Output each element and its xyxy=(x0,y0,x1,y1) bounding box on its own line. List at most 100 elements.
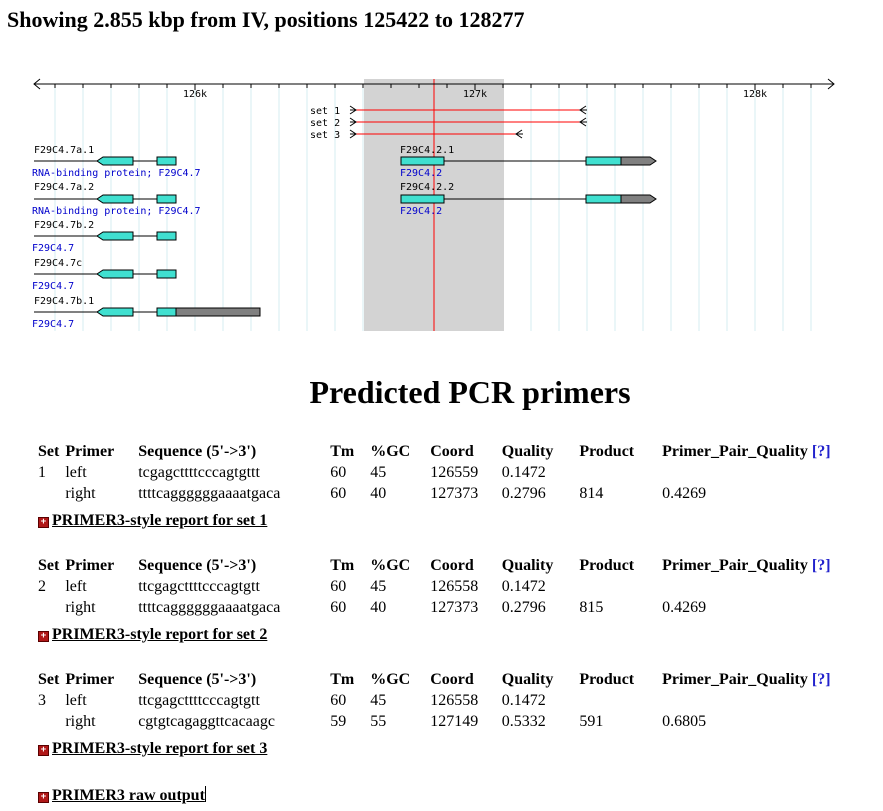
exon xyxy=(96,194,134,204)
cell: 0.2796 xyxy=(501,485,546,502)
transcript-F29C4.7b.1[interactable]: F29C4.7b.1 F29C4.7 xyxy=(32,296,261,330)
cell: 0.4269 xyxy=(662,485,707,502)
transcript-F29C4.2.2[interactable]: F29C4.2.2 F29C4.2 xyxy=(400,182,657,217)
expand-icon[interactable]: + xyxy=(38,631,49,642)
ruler-left-arrow xyxy=(33,78,41,90)
col-header-label: Primer_Pair_Quality xyxy=(662,443,808,460)
col-header: Primer xyxy=(65,671,115,688)
cell: 0.5332 xyxy=(501,713,546,730)
cell: 0.1472 xyxy=(501,464,546,481)
ruler-right-arrow xyxy=(827,78,835,90)
cell: right xyxy=(65,485,96,502)
cell: 45 xyxy=(370,464,387,481)
raw-output-link[interactable]: + PRIMER3 raw output xyxy=(38,786,206,805)
table-row: 2 left ttcgagcttttcccagtgtt 60 45 126558… xyxy=(38,578,831,596)
cell: 0.1472 xyxy=(501,578,546,595)
cell xyxy=(38,485,59,503)
primer-set-3[interactable]: set 3 xyxy=(310,129,523,141)
expand-icon[interactable]: + xyxy=(38,792,49,803)
col-header: Primer xyxy=(65,557,115,574)
report-link-label[interactable]: PRIMER3-style report for set 2 xyxy=(52,626,268,643)
cell: ttttcaggggggaaaatgaca xyxy=(138,599,281,616)
help-link[interactable]: [?] xyxy=(811,671,831,688)
transcript-F29C4.7a.1[interactable]: F29C4.7a.1 RNA-binding protein; F29C4.7 xyxy=(32,145,201,179)
col-header-label: Primer_Pair_Quality xyxy=(662,557,808,574)
report-link-set-1[interactable]: + PRIMER3-style report for set 1 xyxy=(38,512,267,530)
table-header-row: Set Primer Sequence (5'->3') Tm %GC Coor… xyxy=(38,443,831,461)
transcript-label: F29C4.2.1 xyxy=(400,145,454,156)
report-link-set-3[interactable]: + PRIMER3-style report for set 3 xyxy=(38,740,267,758)
cell: 3 xyxy=(38,692,46,709)
transcript-label: F29C4.7a.2 xyxy=(34,182,94,193)
help-link[interactable]: [?] xyxy=(811,557,831,574)
report-link-label[interactable]: PRIMER3-style report for set 3 xyxy=(52,740,268,757)
exon xyxy=(585,156,622,166)
cell: 45 xyxy=(370,578,387,595)
col-header: Quality xyxy=(501,671,554,688)
ruler-ticks xyxy=(54,84,812,90)
cell: 1 xyxy=(38,464,46,481)
col-header: Quality xyxy=(501,443,554,460)
cell: 126558 xyxy=(430,578,479,595)
table-header-row: Set Primer Sequence (5'->3') Tm %GC Coor… xyxy=(38,671,831,689)
gene-label: RNA-binding protein; F29C4.7 xyxy=(32,168,201,179)
help-link[interactable]: [?] xyxy=(811,443,831,460)
cell: ttttcaggggggaaaatgaca xyxy=(138,485,281,502)
cell: 60 xyxy=(330,464,347,481)
col-header: Tm xyxy=(330,671,355,688)
utr xyxy=(175,307,261,317)
primer-table-set-1: Set Primer Sequence (5'->3') Tm %GC Coor… xyxy=(32,440,837,506)
col-header: Sequence (5'->3') xyxy=(138,443,257,460)
transcript-F29C4.2.1[interactable]: F29C4.2.1 F29C4.2 xyxy=(400,145,657,179)
col-header: Coord xyxy=(430,443,474,460)
cell: 2 xyxy=(38,578,46,595)
cell: left xyxy=(65,692,87,709)
col-header: Tm xyxy=(330,557,355,574)
cell: right xyxy=(65,713,96,730)
col-header: %GC xyxy=(370,443,411,460)
ruler-tick-label: 128k xyxy=(743,89,767,100)
transcript-label: F29C4.7b.2 xyxy=(34,220,94,231)
transcript-F29C4.7c[interactable]: F29C4.7c F29C4.7 xyxy=(32,258,177,292)
cell xyxy=(579,464,656,482)
ruler: 126k 127k 128k xyxy=(33,78,835,100)
transcript-label: F29C4.7a.1 xyxy=(34,145,94,156)
left-primer-arrow xyxy=(349,129,357,139)
col-header: Primer xyxy=(65,443,115,460)
col-header: Set xyxy=(38,557,60,574)
report-link-set-2[interactable]: + PRIMER3-style report for set 2 xyxy=(38,626,267,644)
cell: 814 xyxy=(579,485,604,502)
table-row: right cgtgtcagaggttcacaagc 59 55 127149 … xyxy=(38,713,831,731)
primer-set-label: set 1 xyxy=(310,106,340,117)
primer-set-2[interactable]: set 2 xyxy=(310,117,587,129)
table-row: right ttttcaggggggaaaatgaca 60 40 127373… xyxy=(38,485,831,503)
report-link-label[interactable]: PRIMER3-style report for set 1 xyxy=(52,512,268,529)
exon xyxy=(156,194,177,204)
table-row: right ttttcaggggggaaaatgaca 60 40 127373… xyxy=(38,599,831,617)
gene-label: F29C4.7 xyxy=(32,243,74,254)
gene-label: F29C4.2 xyxy=(400,168,442,179)
expand-icon[interactable]: + xyxy=(38,745,49,756)
expand-icon[interactable]: + xyxy=(38,517,49,528)
col-header: Product xyxy=(579,557,635,574)
exon xyxy=(585,194,622,204)
raw-output-label[interactable]: PRIMER3 raw output xyxy=(52,787,205,804)
table-row: 1 left tcgagcttttcccagtgttt 60 45 126559… xyxy=(38,464,831,482)
cell: ttcgagcttttcccagtgtt xyxy=(138,692,260,709)
gene-label: F29C4.7 xyxy=(32,281,74,292)
cell xyxy=(662,464,830,482)
primer-table-set-2: Set Primer Sequence (5'->3') Tm %GC Coor… xyxy=(32,554,837,620)
cell xyxy=(662,692,830,710)
col-header: Sequence (5'->3') xyxy=(138,557,257,574)
cell: 55 xyxy=(370,713,387,730)
transcript-F29C4.7b.2[interactable]: F29C4.7b.2 F29C4.7 xyxy=(32,220,177,254)
col-header: Tm xyxy=(330,443,355,460)
cell: 0.4269 xyxy=(662,599,707,616)
primer-set-1[interactable]: set 1 xyxy=(310,105,587,117)
gene-label: RNA-binding protein; F29C4.7 xyxy=(32,206,201,217)
cell: 40 xyxy=(370,485,387,502)
col-header: Primer_Pair_Quality [?] xyxy=(662,443,830,461)
right-primer-arrow xyxy=(579,105,587,115)
transcript-F29C4.7a.2[interactable]: F29C4.7a.2 RNA-binding protein; F29C4.7 xyxy=(32,182,201,217)
cell: 591 xyxy=(579,713,604,730)
